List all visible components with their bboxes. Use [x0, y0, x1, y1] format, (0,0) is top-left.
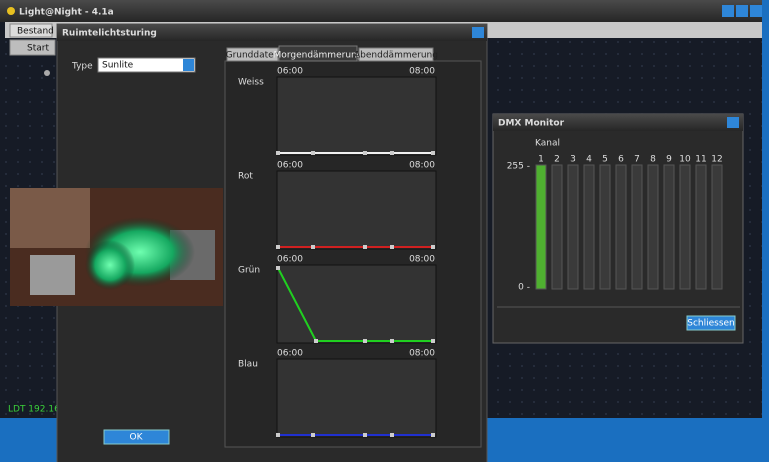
- channel-number: 8: [650, 155, 656, 165]
- channel-bar: [663, 164, 675, 290]
- channel-bar: [599, 164, 611, 290]
- ok-button[interactable]: [103, 429, 170, 445]
- tab[interactable]: [226, 47, 279, 62]
- control-point[interactable]: [390, 245, 394, 249]
- status-text: LDT 192.168: [8, 405, 66, 415]
- dialog-close[interactable]: [472, 27, 484, 38]
- type-select[interactable]: [97, 57, 196, 73]
- type-label: Type: [71, 62, 93, 72]
- channel-bar: [631, 164, 643, 290]
- graph-label: Weiss: [238, 78, 264, 88]
- app-title: Light@Night - 4.1a: [19, 8, 114, 18]
- tab-label: Abenddämmerung: [354, 51, 438, 61]
- channel-number: 12: [711, 155, 722, 165]
- start-button[interactable]: [9, 39, 56, 56]
- dmx-title: DMX Monitor: [498, 119, 565, 129]
- select-arrow[interactable]: [183, 59, 194, 71]
- control-point[interactable]: [363, 339, 367, 343]
- graph-end: 08:00: [409, 67, 435, 77]
- control-point[interactable]: [431, 151, 435, 155]
- control-point[interactable]: [314, 339, 318, 343]
- channel-bar: [583, 164, 595, 290]
- app-titlebar: [0, 0, 762, 22]
- graph-label: Blau: [238, 360, 258, 370]
- channel-number: 2: [554, 155, 560, 165]
- channel-number: 9: [666, 155, 672, 165]
- graph-end: 08:00: [409, 255, 435, 265]
- graph-area: [276, 358, 437, 438]
- tab-label: Grunddaten: [226, 51, 280, 61]
- control-point[interactable]: [390, 433, 394, 437]
- channel-bar: [551, 164, 563, 290]
- dialog-titlebar: [57, 24, 487, 41]
- dmx-close-label: Schliessen: [687, 319, 735, 329]
- type-value: Sunlite: [102, 61, 134, 71]
- control-point[interactable]: [390, 151, 394, 155]
- control-point[interactable]: [276, 433, 280, 437]
- dialog-title: Ruimtelichtsturing: [62, 29, 157, 39]
- photo: [10, 188, 223, 306]
- graph-label: Rot: [238, 172, 253, 182]
- tab[interactable]: [358, 47, 434, 62]
- dmx-close-button[interactable]: [686, 315, 736, 331]
- control-point[interactable]: [276, 245, 280, 249]
- channel-bar: [647, 164, 659, 290]
- kanal-label: Kanal: [535, 139, 560, 149]
- control-point[interactable]: [363, 245, 367, 249]
- channel-number: 10: [679, 155, 691, 165]
- dmx-titlebar: [493, 114, 743, 131]
- graph-start: 06:00: [277, 255, 303, 265]
- channel-number: 11: [695, 155, 706, 165]
- menu-label: Bestand: [17, 27, 54, 37]
- channel-bar: [711, 164, 723, 290]
- graph-start: 06:00: [277, 161, 303, 171]
- app-icon: [7, 7, 15, 15]
- control-point[interactable]: [431, 433, 435, 437]
- channel-bar: [615, 164, 627, 290]
- minimize-button[interactable]: [722, 5, 734, 17]
- close-button[interactable]: [750, 5, 762, 17]
- indicator: [44, 70, 50, 76]
- scale-max: 255 -: [507, 162, 530, 172]
- ok-label: OK: [130, 433, 144, 443]
- control-point[interactable]: [431, 339, 435, 343]
- channel-number: 3: [570, 155, 576, 165]
- graph-end: 08:00: [409, 161, 435, 171]
- tab-label: Morgendämmerung: [274, 51, 363, 61]
- graph-start: 06:00: [277, 67, 303, 77]
- graph-area: [276, 170, 437, 250]
- control-point[interactable]: [363, 433, 367, 437]
- channel-number: 4: [586, 155, 592, 165]
- control-point[interactable]: [431, 245, 435, 249]
- maximize-button[interactable]: [736, 5, 748, 17]
- channel-number: 1: [538, 155, 544, 165]
- control-point[interactable]: [276, 151, 280, 155]
- graph-area: [276, 76, 437, 156]
- menu-button[interactable]: [9, 23, 53, 38]
- graph-area: [276, 264, 437, 344]
- channel-bar: [535, 164, 547, 290]
- control-point[interactable]: [363, 151, 367, 155]
- control-point[interactable]: [390, 339, 394, 343]
- channel-bar: [695, 164, 707, 290]
- channel-number: 7: [634, 155, 640, 165]
- control-point[interactable]: [311, 151, 315, 155]
- dmx-close[interactable]: [727, 117, 739, 128]
- channel-number: 5: [602, 155, 608, 165]
- graph-start: 06:00: [277, 349, 303, 359]
- control-point[interactable]: [311, 245, 315, 249]
- channel-bar: [567, 164, 579, 290]
- control-point[interactable]: [311, 433, 315, 437]
- channel-number: 6: [618, 155, 624, 165]
- start-label: Start: [27, 44, 49, 54]
- scale-min: 0 -: [518, 283, 530, 293]
- channel-bar: [679, 164, 691, 290]
- graph-label: Grün: [238, 266, 260, 276]
- graph-end: 08:00: [409, 349, 435, 359]
- control-point[interactable]: [276, 266, 280, 270]
- tab[interactable]: [278, 45, 358, 62]
